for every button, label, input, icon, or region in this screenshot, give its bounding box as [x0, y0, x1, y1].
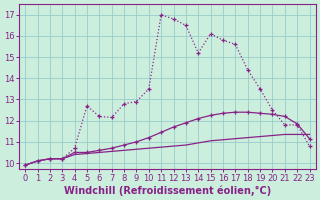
X-axis label: Windchill (Refroidissement éolien,°C): Windchill (Refroidissement éolien,°C) — [64, 185, 271, 196]
